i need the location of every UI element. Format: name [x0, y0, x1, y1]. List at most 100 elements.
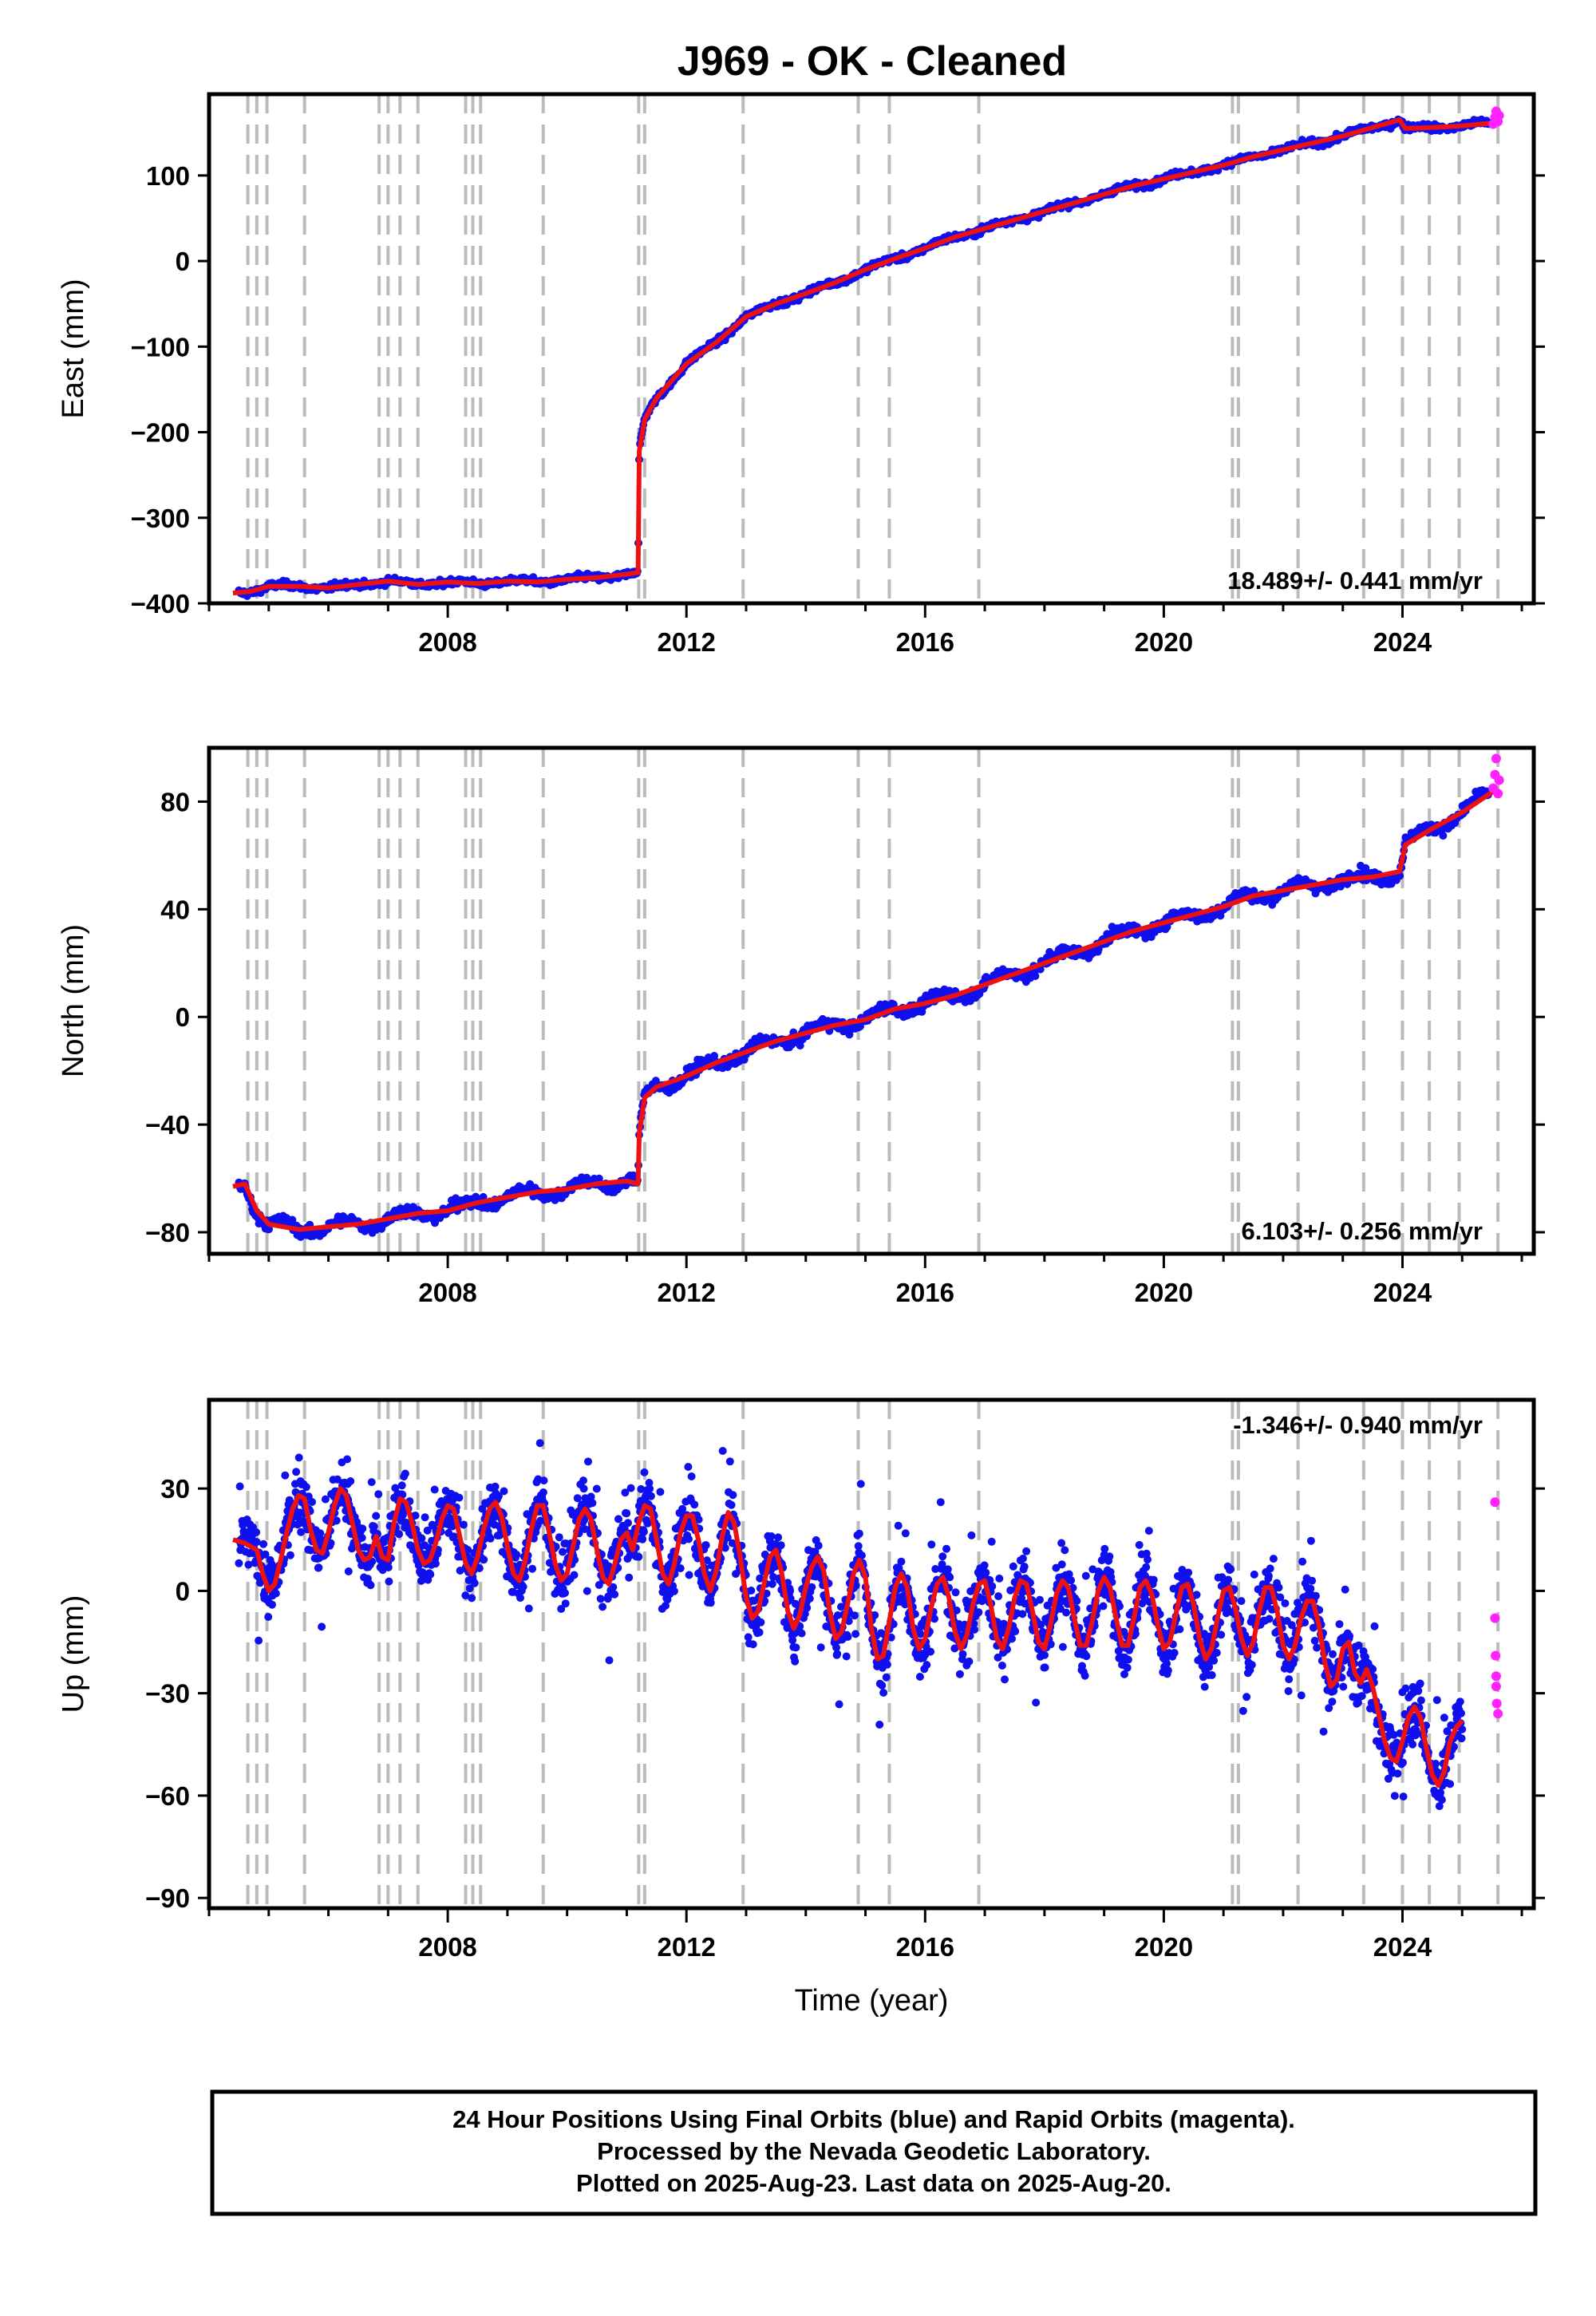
- data-point: [423, 1526, 432, 1535]
- data-point: [639, 1528, 648, 1536]
- data-point: [638, 1535, 647, 1543]
- x-tick-label: 2016: [896, 1278, 954, 1307]
- data-point: [725, 1457, 734, 1466]
- data-point: [1057, 1539, 1066, 1547]
- data-point: [916, 1630, 925, 1638]
- data-point: [788, 1636, 797, 1645]
- x-tick-label: 2020: [1135, 627, 1193, 657]
- data-point: [596, 1595, 605, 1603]
- data-point: [461, 1591, 470, 1600]
- data-point: [1001, 1675, 1009, 1684]
- data-point: [1031, 972, 1040, 980]
- data-point: [855, 1529, 863, 1538]
- data-point: [411, 1512, 420, 1520]
- data-point: [894, 1521, 903, 1530]
- data-point: [598, 1603, 607, 1611]
- data-point: [430, 1485, 439, 1494]
- y-tick-label: 80: [160, 787, 190, 816]
- data-point: [308, 1498, 316, 1506]
- data-point: [791, 1657, 800, 1666]
- data-point: [796, 1041, 804, 1050]
- data-point: [401, 1469, 409, 1478]
- data-point: [1046, 1640, 1055, 1649]
- data-point: [938, 1552, 947, 1561]
- data-point: [491, 1482, 500, 1491]
- plot-area: [232, 94, 1500, 603]
- data-point: [539, 1488, 547, 1496]
- data-point: [685, 1571, 693, 1579]
- rapid-point: [1494, 110, 1504, 121]
- data-point: [264, 1613, 273, 1621]
- data-point: [358, 1524, 367, 1533]
- x-tick-label: 2008: [418, 1278, 476, 1307]
- data-point: [974, 1608, 983, 1617]
- data-point: [557, 1605, 566, 1613]
- y-tick-label: 0: [176, 1002, 190, 1032]
- data-point: [980, 1561, 989, 1570]
- model-line: [232, 786, 1499, 1232]
- data-point: [986, 1575, 994, 1584]
- rate-annotation: 6.103+/- 0.256 mm/yr: [1242, 1217, 1483, 1245]
- x-tick-label: 2020: [1135, 1278, 1193, 1307]
- data-point: [259, 1539, 268, 1548]
- data-point: [879, 1689, 888, 1697]
- y-tick-label: −200: [131, 418, 190, 448]
- plot-frame: [207, 745, 1536, 1256]
- data-point: [321, 1495, 330, 1504]
- data-point: [1006, 1586, 1015, 1595]
- rapid-orbit-points: [1488, 106, 1504, 129]
- data-point: [261, 1550, 270, 1559]
- data-point: [1073, 1597, 1081, 1605]
- data-point: [1032, 1698, 1041, 1707]
- data-point: [637, 1484, 646, 1493]
- data-point: [579, 1484, 588, 1493]
- data-point: [922, 1661, 931, 1670]
- data-point: [1020, 1563, 1029, 1571]
- data-point: [749, 1640, 757, 1649]
- x-tick-label: 2012: [657, 1278, 715, 1307]
- data-point: [281, 1471, 290, 1480]
- data-point: [727, 1500, 736, 1509]
- y-tick-label: −100: [131, 332, 190, 362]
- y-tick-label: 0: [176, 247, 190, 276]
- data-point: [950, 1644, 959, 1653]
- data-point: [468, 1594, 476, 1603]
- data-point: [459, 1520, 468, 1529]
- data-point: [480, 1555, 488, 1564]
- data-point: [421, 1513, 429, 1522]
- data-point: [486, 1534, 495, 1543]
- data-point: [854, 1542, 863, 1551]
- data-point: [883, 1660, 891, 1669]
- data-point: [718, 1447, 727, 1455]
- data-point: [786, 1587, 795, 1595]
- data-point: [1058, 1642, 1067, 1651]
- data-point: [417, 1534, 426, 1543]
- data-point: [316, 1529, 325, 1538]
- data-point: [897, 1557, 906, 1566]
- rapid-point: [1491, 753, 1501, 764]
- data-point: [268, 1600, 276, 1609]
- plot-area: [232, 748, 1500, 1254]
- data-point: [816, 1643, 825, 1652]
- data-point: [1163, 923, 1171, 931]
- data-point: [366, 1581, 375, 1590]
- plot-frame: [207, 92, 1536, 606]
- data-point: [494, 1492, 503, 1500]
- data-point: [609, 1583, 618, 1591]
- data-point: [1065, 1570, 1073, 1579]
- data-point: [235, 1559, 243, 1567]
- data-point: [808, 1583, 816, 1591]
- rapid-point: [1494, 775, 1504, 785]
- data-point: [519, 1583, 527, 1591]
- data-point: [757, 1618, 765, 1626]
- data-point: [958, 1650, 967, 1658]
- data-point: [592, 1484, 601, 1493]
- data-point: [1041, 1650, 1049, 1659]
- data-point: [994, 1592, 1003, 1601]
- data-point: [1056, 1604, 1065, 1613]
- x-tick-label: 2012: [657, 627, 715, 657]
- data-point: [927, 1540, 936, 1549]
- data-point: [1100, 1544, 1109, 1553]
- data-point: [286, 1551, 294, 1559]
